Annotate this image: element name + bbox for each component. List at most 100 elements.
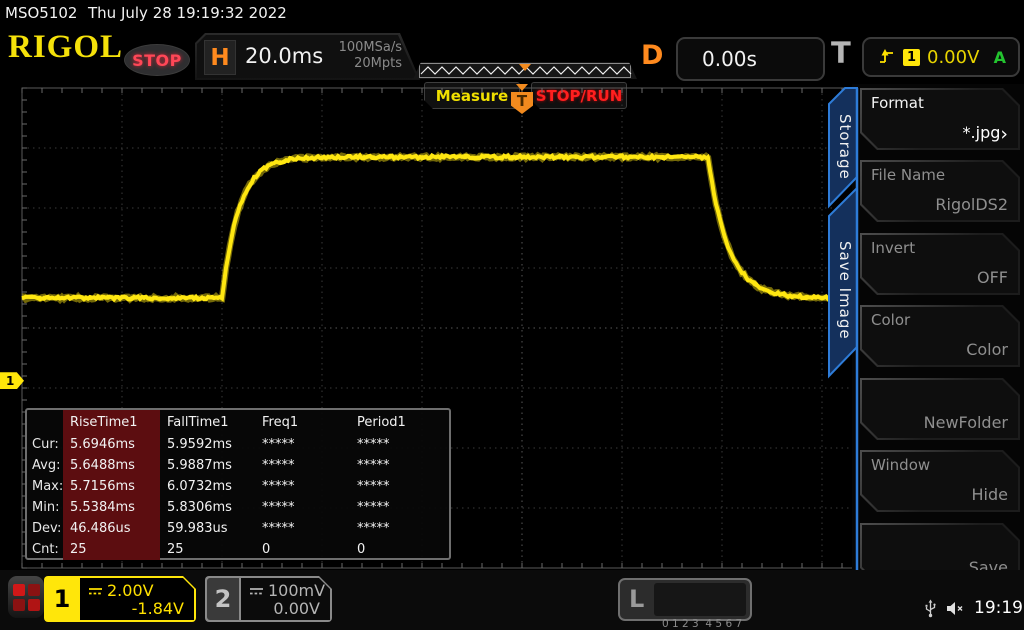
table-cell: ***** [262, 458, 295, 473]
menu-label: Color [871, 311, 911, 329]
menu-value: Hide [971, 485, 1008, 504]
sample-rate-depth: 100MSa/s 20Mpts [339, 40, 402, 72]
logic-channel-list: 0 1 2 3 4 5 6 7 8 9 1011 12131415 [654, 583, 746, 630]
menu-label: Format [871, 94, 924, 112]
dc-coupling-icon [88, 586, 103, 596]
trigger-mode: A [993, 47, 1006, 67]
table-cell: 25 [63, 539, 160, 560]
speaker-mute-icon[interactable] [946, 601, 965, 616]
menu-item-new-folder[interactable]: NewFolder [860, 378, 1020, 440]
menu-value: *.jpg› [962, 123, 1008, 145]
rising-edge-icon [878, 48, 896, 66]
channel2-number: 2 [207, 578, 239, 620]
measurement-table: RiseTime1 FallTime1 Freq1 Period1 Cur: 5… [25, 408, 451, 560]
trigger-level-value[interactable]: 0.00V [927, 46, 980, 68]
top-info-bar: MSO5102 Thu July 28 19:19:32 2022 [0, 0, 1024, 27]
column-header: FallTime1 [167, 414, 229, 430]
status-tray: 19:19 [924, 598, 1023, 618]
table-cell: 59.983us [167, 521, 228, 536]
table-cell: ***** [262, 479, 295, 494]
sample-rate: 100MSa/s [338, 40, 402, 55]
table-cell: 0 [357, 542, 366, 557]
datetime: Thu July 28 19:19:32 2022 [88, 4, 287, 22]
delay-value[interactable]: 0.00s [702, 47, 757, 71]
timebase-value[interactable]: 20.0ms [245, 44, 324, 68]
menu-item-invert[interactable]: Invert OFF [860, 233, 1020, 295]
logic-analyzer-label: L [629, 585, 645, 613]
measure-button[interactable]: Measure [424, 82, 520, 109]
row-label: Avg: [32, 458, 61, 473]
menu-item-format[interactable]: Format *.jpg› [860, 88, 1020, 150]
row-label: Cur: [32, 437, 59, 452]
channel2-offset: 0.00V [273, 599, 320, 618]
stop-run-button[interactable]: STOP/RUN [531, 82, 627, 109]
tab-save-image[interactable]: Save Image [836, 240, 854, 340]
model-name: MSO5102 [5, 4, 78, 22]
table-cell: 5.7156ms [63, 476, 160, 497]
table-cell: 6.0732ms [167, 479, 232, 494]
table-cell: 46.486us [63, 518, 160, 539]
channel1-scale: 2.00V [107, 581, 154, 600]
menu-item-file-name[interactable]: File Name RigolDS2 [860, 160, 1020, 222]
delay-label: D [641, 40, 664, 71]
menu-label: File Name [871, 166, 946, 184]
table-cell: 5.6488ms [63, 455, 160, 476]
trigger-box[interactable]: 1 0.00V A [862, 37, 1020, 77]
channel1-offset: -1.84V [131, 599, 184, 618]
clock: 19:19 [974, 598, 1023, 618]
table-cell: ***** [357, 521, 390, 536]
table-cell: 25 [167, 542, 184, 557]
header-bar: RIGOL STOP H 20.0ms 100MSa/s 20Mpts Meas… [0, 27, 1024, 84]
menu-value: Color [966, 340, 1008, 359]
app-grid-icon[interactable] [8, 576, 44, 618]
horizontal-label: H [204, 40, 236, 75]
table-cell: ***** [357, 437, 390, 452]
menu-value: NewFolder [923, 413, 1008, 432]
dc-coupling-icon [249, 586, 264, 596]
tab-storage[interactable]: Storage [836, 114, 854, 180]
delay-box[interactable]: 0.00s [676, 37, 825, 81]
run-state-badge: STOP [124, 44, 190, 76]
trigger-source-badge: 1 [903, 48, 920, 66]
menu-item-window[interactable]: Window Hide [860, 450, 1020, 512]
column-header: Freq1 [262, 414, 299, 430]
menu-item-color[interactable]: Color Color [860, 305, 1020, 367]
trigger-position-arrow-icon[interactable] [516, 84, 528, 91]
table-cell: 5.8306ms [167, 500, 232, 515]
memory-depth: 20Mpts [354, 56, 402, 71]
trigger-position-marker[interactable]: T [511, 92, 533, 114]
menu-label: Window [871, 456, 931, 474]
channel1-number: 1 [53, 585, 71, 613]
column-header: RiseTime1 [63, 410, 160, 434]
row-label: Max: [32, 479, 64, 494]
table-cell: 5.6946ms [63, 434, 160, 455]
channel2-scale: 100mV [268, 581, 326, 600]
row-label: Dev: [32, 521, 62, 536]
menu-label: Invert [871, 239, 916, 257]
table-cell: ***** [357, 500, 390, 515]
column-header: Period1 [357, 414, 406, 430]
logic-row1: 0 1 2 3 4 5 6 7 [662, 618, 743, 630]
table-cell: ***** [262, 500, 295, 515]
table-cell: ***** [357, 458, 390, 473]
table-cell: 5.9887ms [167, 458, 232, 473]
bottom-status-bar: 1 2.00V -1.84V 2 100mV [0, 570, 1024, 630]
menu-value: RigolDS2 [935, 195, 1008, 214]
table-cell: ***** [262, 437, 295, 452]
table-cell: ***** [357, 479, 390, 494]
preview-zigzag-icon [413, 62, 637, 79]
waveform-position-preview[interactable] [413, 62, 637, 79]
menu-value: OFF [977, 268, 1008, 287]
submenu-chevron-icon: › [1000, 123, 1008, 145]
channel1-ground-marker[interactable]: 1 [0, 372, 24, 390]
horizontal-settings-box[interactable]: H 20.0ms 100MSa/s 20Mpts [195, 33, 420, 80]
row-label: Min: [32, 500, 60, 515]
usb-icon [924, 599, 937, 618]
channel2-status-box[interactable]: 2 100mV 0.00V [205, 576, 332, 622]
table-cell: 5.9592ms [167, 437, 232, 452]
logic-analyzer-box[interactable]: L 0 1 2 3 4 5 6 7 8 9 1011 12131415 [618, 578, 752, 630]
row-label: Cnt: [32, 542, 59, 557]
table-cell: ***** [262, 521, 295, 536]
channel1-status-box[interactable]: 1 2.00V -1.84V [44, 576, 196, 622]
